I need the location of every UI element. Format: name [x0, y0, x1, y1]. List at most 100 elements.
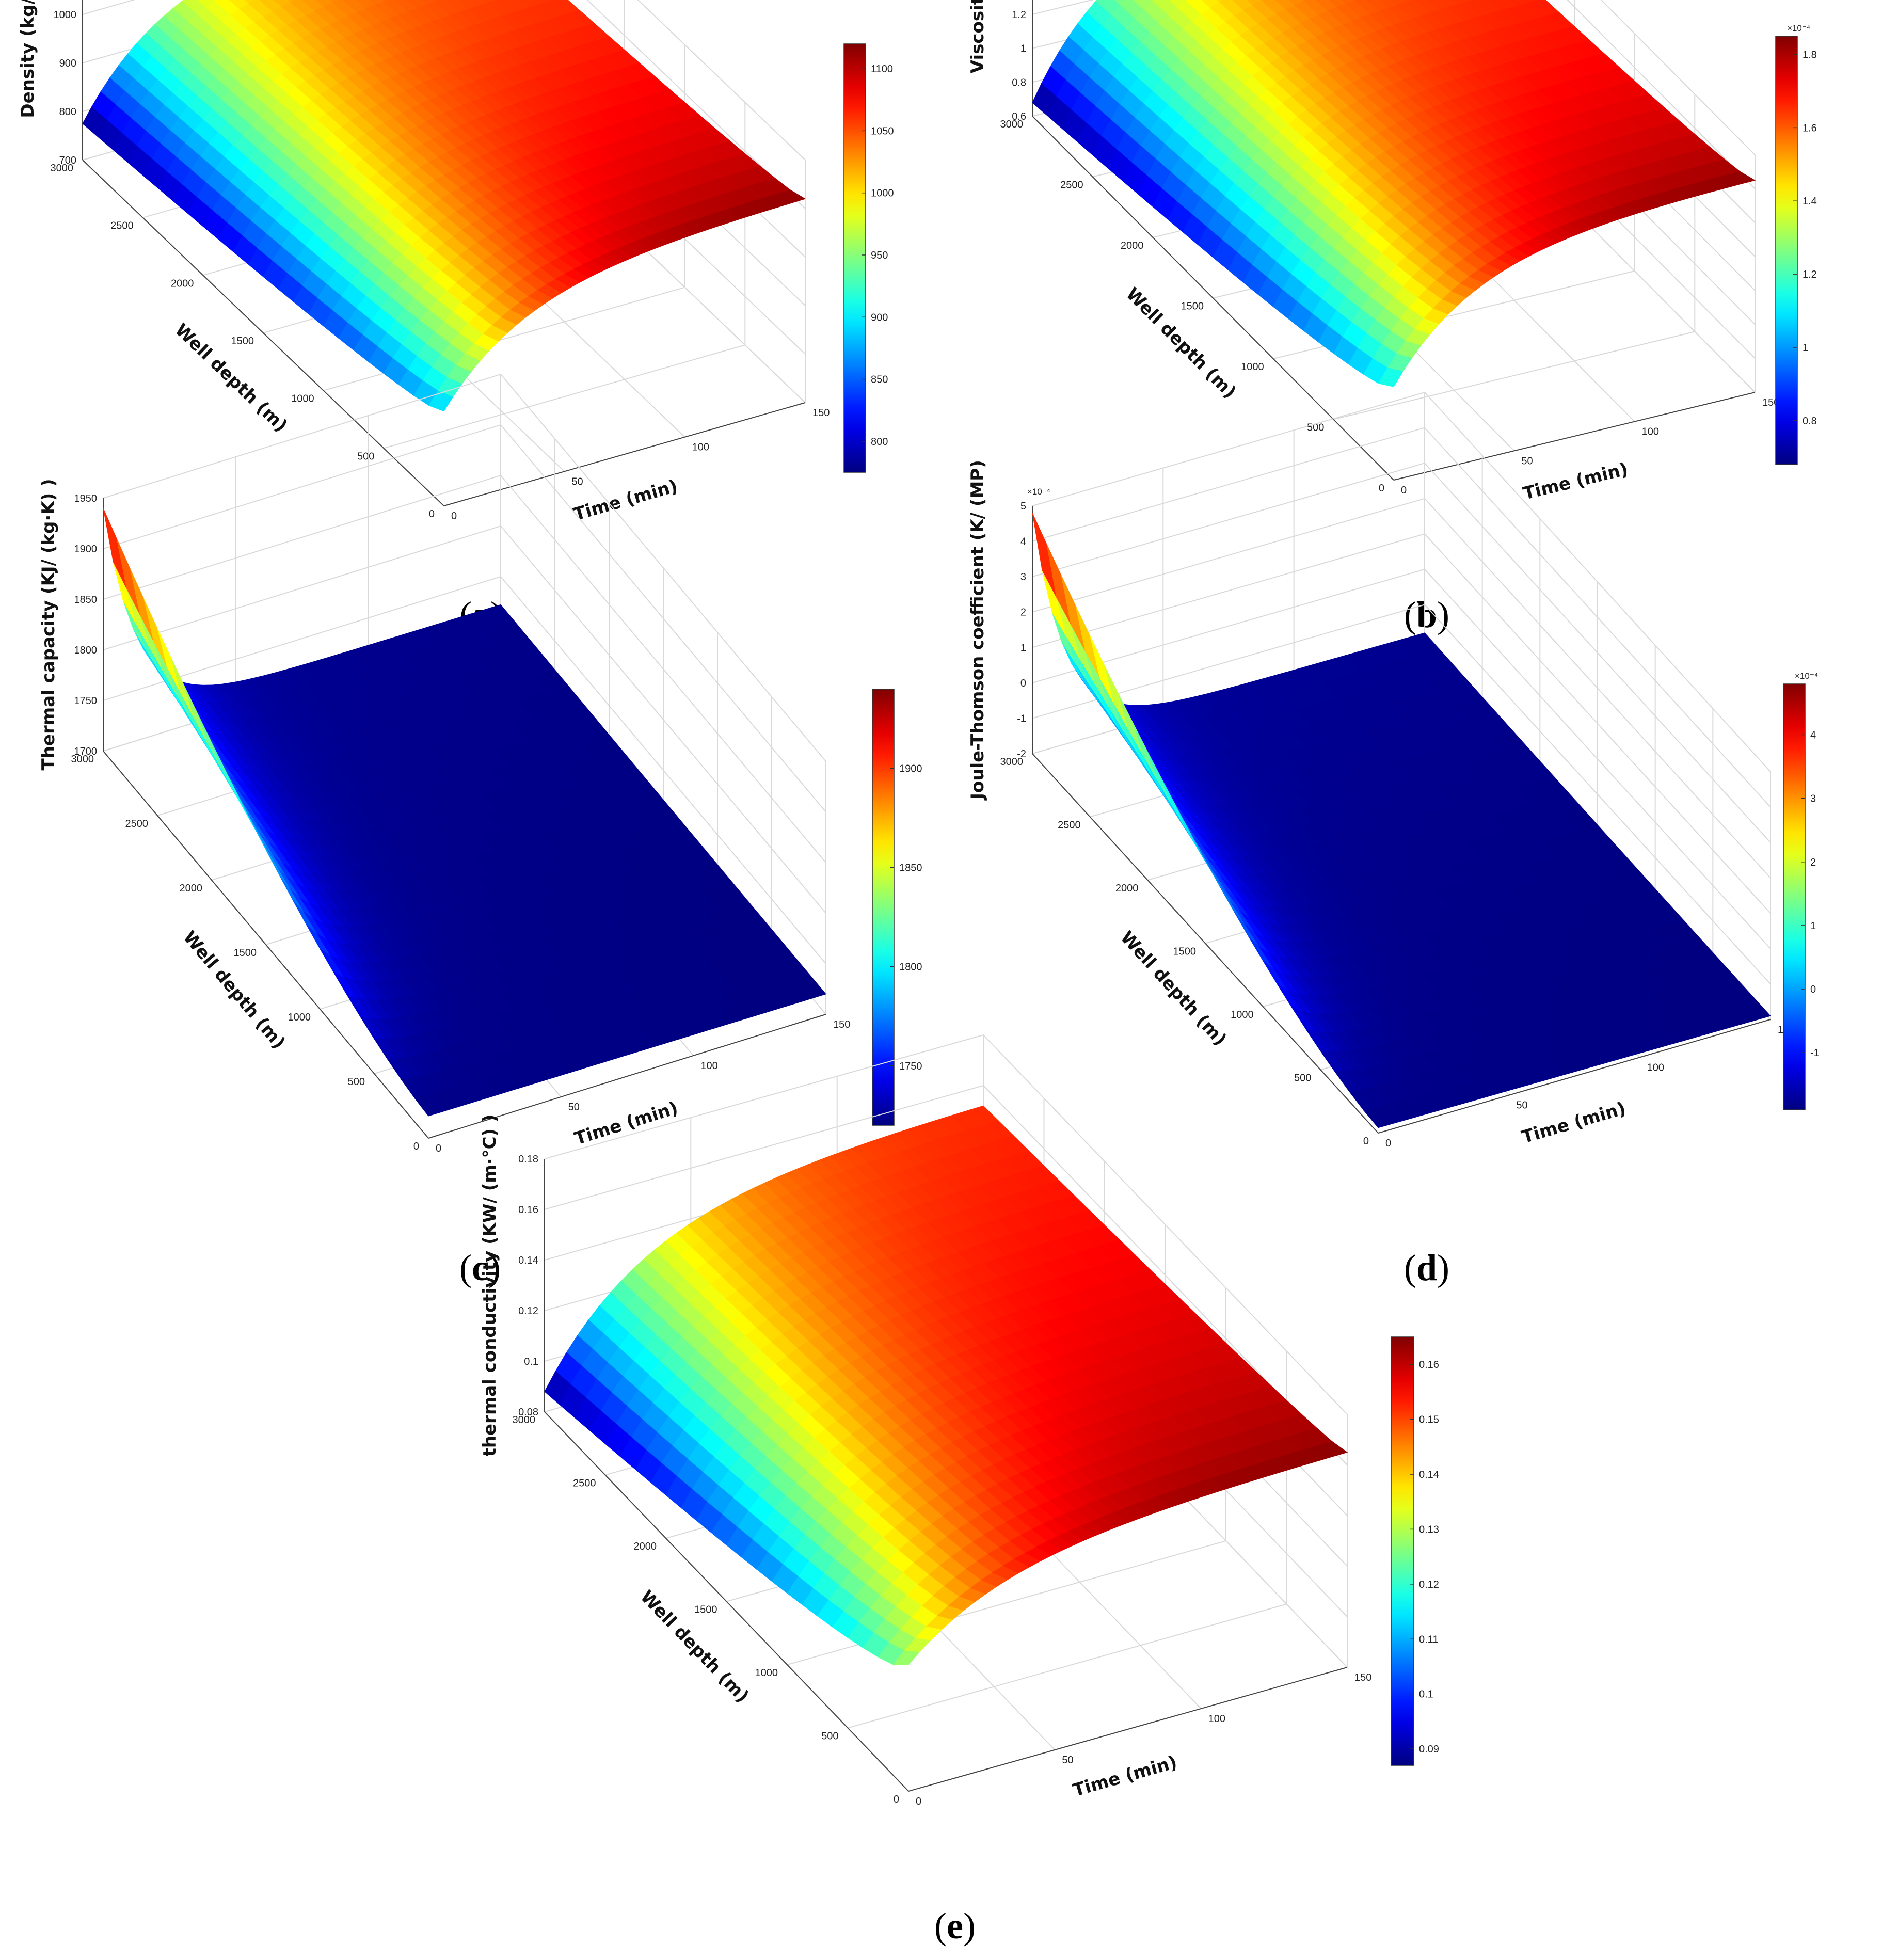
- colorbar-gradient: [1775, 36, 1798, 465]
- colorbar-tick-label: 1000: [871, 188, 894, 199]
- colorbar-tick-label: 0.8: [1803, 416, 1817, 427]
- colorbar-tick-label: 0: [1810, 984, 1816, 995]
- x-tick-label: 3000: [513, 1414, 536, 1426]
- colorbar-tick-label: 1750: [899, 1061, 922, 1072]
- colorbar-tick-label: 1.8: [1803, 49, 1817, 60]
- z-exponent-label: ×10⁻⁴: [1027, 487, 1050, 497]
- axis-lines: [544, 1159, 1348, 1792]
- z-tick-label: 2: [1020, 607, 1026, 618]
- z-axis-title: Thermal capacity (KJ/ (kg·K) ): [38, 479, 59, 771]
- x-tick-label: 1000: [755, 1667, 778, 1679]
- y-axis-title: Time (min): [571, 476, 680, 525]
- y-tick-label: 100: [1647, 1062, 1664, 1073]
- chart-panel-b: 3000 2500 2000 1500 1000 500 0 0 50 100 150 0.6 0.8 1…: [950, 0, 1894, 645]
- colorbar-tick-label: 4: [1810, 730, 1816, 741]
- x-tick-label: 2000: [180, 883, 203, 894]
- axis-lines: [82, 0, 806, 506]
- z-tick-label: 0.12: [518, 1305, 538, 1317]
- z-tick-label: 0.8: [1012, 77, 1026, 88]
- axis-lines: [1032, 506, 1771, 1134]
- surface-mesh: [82, 0, 806, 412]
- z-tick-label: 0.16: [518, 1204, 538, 1216]
- x-tick-label: 2000: [1115, 883, 1139, 894]
- x-tick-label: 500: [348, 1076, 365, 1088]
- x-axis-title: Well depth (m): [179, 927, 289, 1053]
- x-tick-label: 500: [357, 451, 374, 462]
- x-tick-label: 3000: [1000, 756, 1024, 768]
- y-tick-label: 150: [833, 1019, 850, 1030]
- colorbar-exponent-label: ×10⁻⁴: [1795, 671, 1818, 681]
- colorbar: 0.811.21.41.61.8×10⁻⁴: [1775, 23, 1817, 465]
- y-tick-label: 50: [1516, 1100, 1527, 1111]
- z-tick-label: 1700: [74, 746, 98, 757]
- y-axis-title: Time (min): [1521, 459, 1630, 504]
- y-tick-label: 0: [1385, 1138, 1391, 1149]
- x-tick-label: 2500: [1060, 180, 1083, 191]
- y-tick-label: 50: [1062, 1755, 1073, 1766]
- y-tick-label: 150: [1354, 1672, 1371, 1683]
- y-tick-label: 0: [1401, 485, 1407, 496]
- x-tick-label: 0: [1379, 483, 1384, 494]
- z-axis-title: Joule-Thomson coefficient (K/ (MP): [967, 460, 988, 801]
- z-tick-label: 1: [1020, 43, 1026, 55]
- colorbar-tick-label: 1.4: [1803, 196, 1817, 207]
- chart-panel-a: 3000 2500 2000 1500 1000 500 0 0 50 100 150 700 800 9…: [0, 0, 945, 645]
- y-axis-title: Time (min): [1071, 1752, 1179, 1801]
- y-tick-label: 150: [1762, 397, 1779, 408]
- surface-mesh: [544, 1105, 1348, 1665]
- colorbar-tick-label: 850: [871, 374, 888, 386]
- colorbar-tick-label: 950: [871, 250, 888, 261]
- z-tick-label: 700: [59, 155, 76, 166]
- colorbar-tick-label: 1.6: [1803, 122, 1817, 134]
- x-tick-label: 2500: [125, 818, 149, 830]
- colorbar-tick-label: 1.2: [1803, 269, 1817, 280]
- surface-cell: [1151, 0, 1155, 2]
- tick-labels: 300025002000150010005000050100150-2-1012…: [1000, 487, 1795, 1149]
- x-tick-label: 0: [894, 1794, 899, 1805]
- z-tick-label: 4: [1020, 536, 1026, 548]
- z-tick-label: 0.14: [518, 1255, 538, 1266]
- surface-cell: [1216, 0, 1223, 3]
- z-tick-label: 1850: [74, 594, 98, 605]
- z-tick-label: 900: [59, 58, 76, 69]
- surface-plot-joule-thomson: 300025002000150010005000050100150-2-1012…: [967, 391, 1820, 1149]
- z-tick-label: -2: [1017, 748, 1026, 760]
- z-tick-label: 0.18: [518, 1154, 538, 1165]
- axis-lines: [103, 498, 826, 1139]
- z-tick-label: 1950: [74, 493, 98, 504]
- y-tick-label: 0: [916, 1796, 921, 1807]
- surface-mesh: [103, 508, 826, 1117]
- z-tick-label: 3: [1020, 571, 1026, 583]
- y-tick-label: 100: [692, 442, 709, 453]
- colorbar-tick-label: -1: [1810, 1047, 1820, 1059]
- chart-panel-e: 3000 2500 2000 1500 1000 500 0 0 50 100 150 0.08 0.1…: [454, 1034, 1439, 1956]
- colorbar-tick-label: 1100: [871, 63, 893, 75]
- x-tick-label: 1500: [1173, 946, 1197, 958]
- x-tick-label: 500: [821, 1731, 838, 1742]
- x-tick-label: 2500: [573, 1478, 596, 1489]
- x-tick-label: 2000: [171, 278, 194, 289]
- panel-caption-b: (b): [1404, 594, 1450, 635]
- chart-panel-d: 300025002000150010005000050100150-2-1012…: [950, 391, 1894, 1296]
- x-tick-label: 2500: [1058, 820, 1081, 831]
- x-tick-label: 3000: [71, 754, 94, 765]
- z-tick-label: 800: [59, 106, 76, 118]
- x-tick-label: 2000: [634, 1541, 657, 1552]
- surface-mesh: [1032, 0, 1756, 387]
- x-tick-label: 3000: [51, 163, 74, 174]
- colorbar-exponent-label: ×10⁻⁴: [1787, 23, 1810, 33]
- colorbar-tick-label: 900: [871, 312, 888, 323]
- y-tick-label: 0: [451, 511, 457, 522]
- z-tick-label: -1: [1017, 713, 1026, 724]
- colorbar-tick-label: 1900: [899, 763, 922, 775]
- x-tick-label: 2000: [1121, 240, 1144, 251]
- colorbar-tick-label: 2: [1810, 857, 1816, 868]
- z-tick-label: 0.08: [518, 1407, 538, 1418]
